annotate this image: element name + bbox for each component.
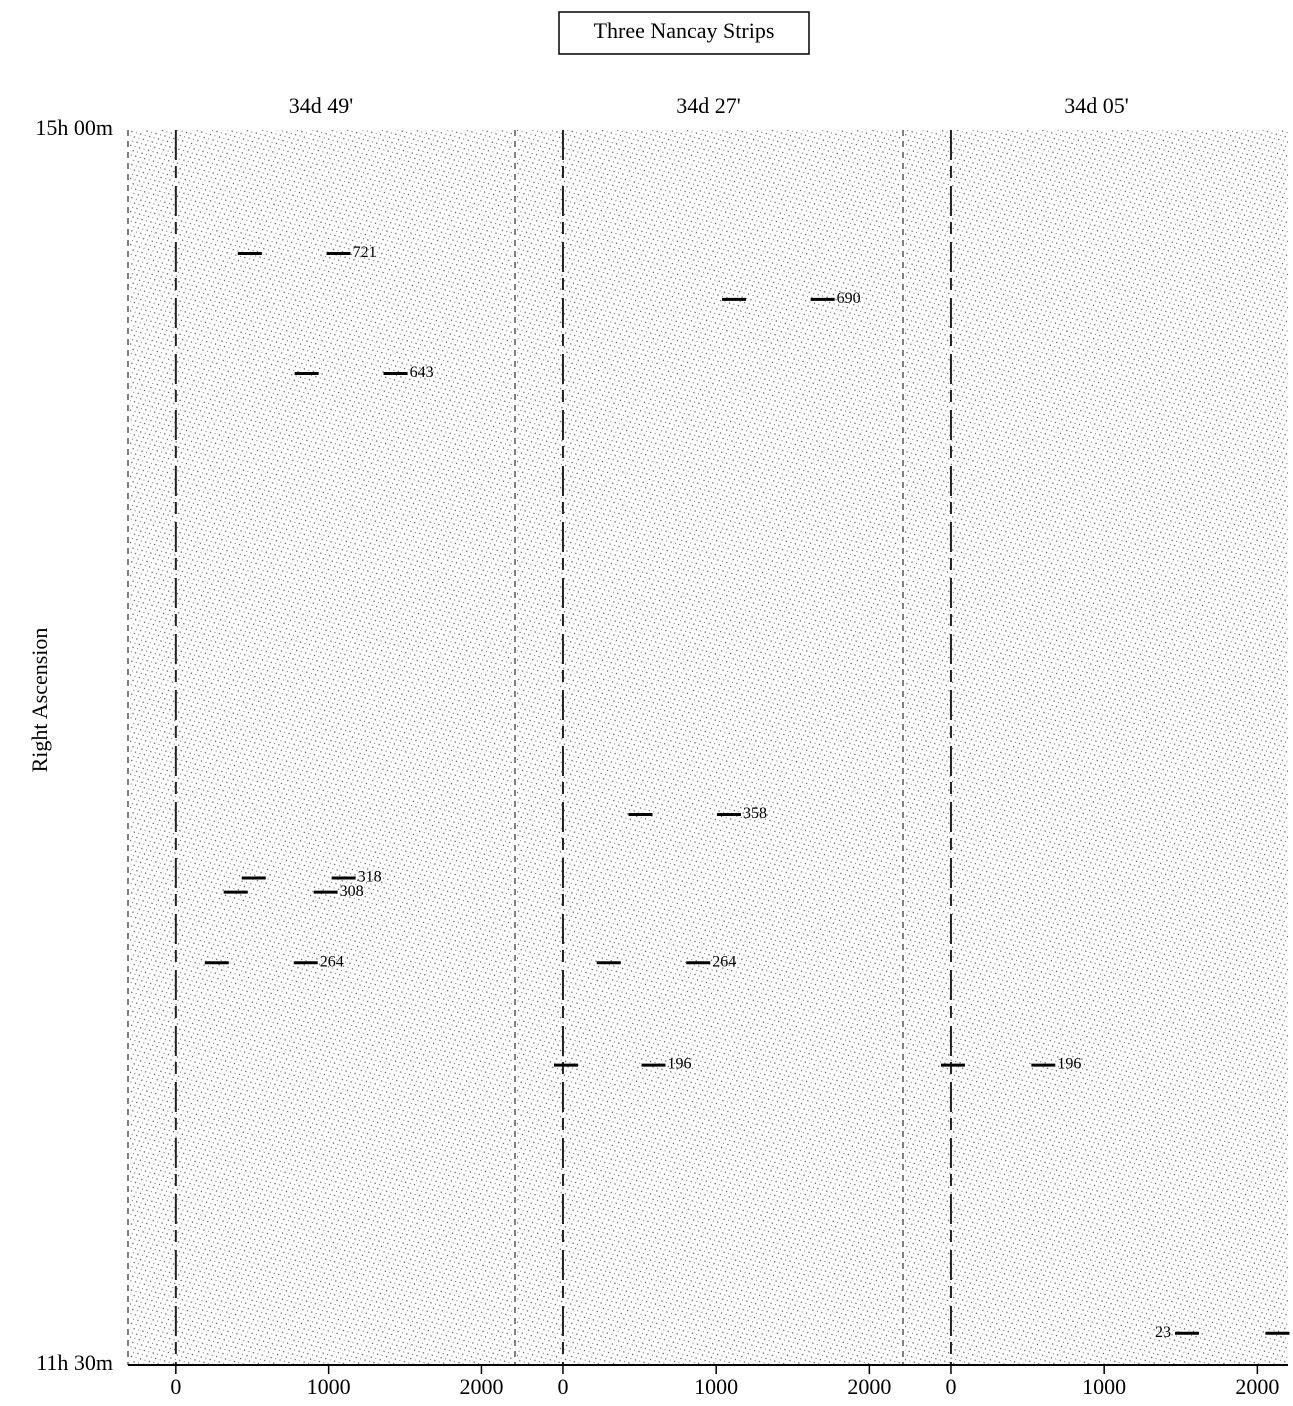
feature-label: 196 [1057, 1056, 1081, 1073]
title-box [558, 11, 810, 55]
figure-title: Three Nancay Strips [594, 18, 775, 43]
strip-title: 34d 49' [289, 93, 354, 118]
feature-label: 308 [340, 883, 364, 900]
x-tick-label: 0 [170, 1374, 181, 1399]
y-axis-label: Right Ascension [27, 628, 52, 773]
feature-label: 358 [743, 805, 767, 822]
x-tick-label: 2000 [459, 1374, 503, 1399]
feature-label: 23 [1155, 1324, 1171, 1341]
x-tick-label: 0 [945, 1374, 956, 1399]
feature-label: 264 [712, 953, 736, 970]
feature-label: 264 [320, 953, 344, 970]
strip-title: 34d 27' [676, 93, 741, 118]
y-tick-label: 15h 00m [35, 115, 113, 140]
x-tick-label: 1000 [694, 1374, 738, 1399]
x-tick-label: 2000 [1235, 1374, 1279, 1399]
x-tick-label: 0 [557, 1374, 568, 1399]
noise-background [517, 130, 900, 1365]
x-tick-label: 1000 [307, 1374, 351, 1399]
feature-label: 643 [410, 364, 434, 381]
strip-title: 34d 05' [1064, 93, 1129, 118]
y-tick-label: 11h 30m [36, 1350, 113, 1375]
feature-label: 318 [358, 869, 382, 886]
feature-label: 721 [353, 244, 377, 261]
x-tick-label: 1000 [1082, 1374, 1126, 1399]
feature-label: 690 [837, 290, 861, 307]
x-tick-label: 2000 [847, 1374, 891, 1399]
noise-background [905, 130, 1288, 1365]
noise-background [130, 130, 512, 1365]
feature-label: 196 [668, 1056, 692, 1073]
